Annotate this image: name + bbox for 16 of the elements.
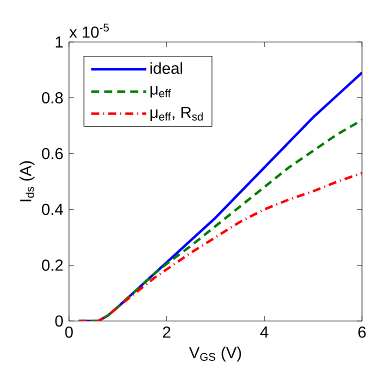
y-axis-title: I$_{ds}$ (A) bbox=[20, 161, 35, 202]
y-tick-label: 0.4 bbox=[42, 204, 64, 216]
y-tick-label: 0.8 bbox=[42, 92, 63, 104]
legend-label: μ$_{eff}$ bbox=[150, 86, 171, 98]
y-tick-label: 1 bbox=[56, 36, 63, 48]
legend-label: ideal bbox=[150, 62, 182, 74]
text: x 10$^{-5}$ bbox=[69, 24, 109, 38]
y-tick-label: 0.2 bbox=[42, 260, 63, 271]
y-tick-label: 0 bbox=[55, 315, 63, 327]
x-tick-label: 6 bbox=[358, 326, 366, 338]
x-tick-label: 4 bbox=[260, 326, 268, 338]
x-tick-label: 0 bbox=[65, 326, 73, 338]
legend-label: μ$_{eff}$, R$_{sd}$ bbox=[150, 106, 203, 121]
x-tick-label: 2 bbox=[163, 326, 170, 338]
x-axis-title: V$_{GS}$ (V) bbox=[189, 346, 242, 362]
y-tick-label: 0.6 bbox=[42, 148, 63, 160]
